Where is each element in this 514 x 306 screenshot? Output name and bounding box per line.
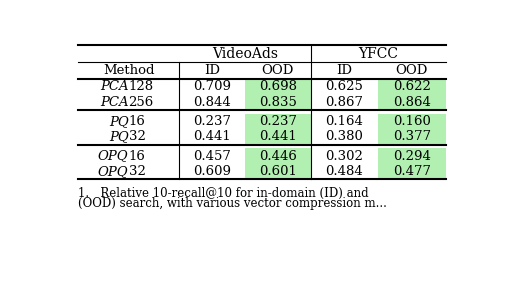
Text: 0.160: 0.160 [393, 115, 431, 128]
Text: 32: 32 [128, 165, 145, 178]
Text: 0.844: 0.844 [193, 96, 231, 109]
Text: 0.377: 0.377 [393, 130, 431, 143]
Bar [245, 79, 310, 95]
Text: 0.237: 0.237 [259, 115, 297, 128]
Text: OOD: OOD [396, 64, 428, 77]
Bar [245, 164, 310, 179]
Text: 16: 16 [128, 115, 145, 128]
Text: 0.867: 0.867 [325, 96, 363, 109]
Text: 0.164: 0.164 [325, 115, 363, 128]
Text: VideoAds: VideoAds [212, 47, 278, 61]
Text: PCA: PCA [100, 96, 128, 109]
Text: PQ: PQ [109, 115, 128, 128]
Text: 0.441: 0.441 [193, 130, 231, 143]
Bar [245, 114, 310, 129]
Bar [245, 148, 310, 164]
Text: 0.625: 0.625 [325, 80, 363, 93]
Text: Method: Method [103, 64, 154, 77]
Text: 0.441: 0.441 [259, 130, 297, 143]
Bar [378, 114, 446, 129]
Bar [378, 79, 446, 95]
Text: 0.864: 0.864 [393, 96, 431, 109]
Text: 0.709: 0.709 [193, 80, 231, 93]
Text: 16: 16 [128, 150, 145, 162]
Text: PQ: PQ [109, 130, 128, 143]
Text: ID: ID [336, 64, 353, 77]
Text: 0.294: 0.294 [393, 150, 431, 162]
Bar [245, 95, 310, 110]
Text: 0.446: 0.446 [259, 150, 297, 162]
Text: OOD: OOD [262, 64, 294, 77]
Text: ID: ID [204, 64, 220, 77]
Text: 0.477: 0.477 [393, 165, 431, 178]
Text: 0.601: 0.601 [259, 165, 297, 178]
Text: 0.302: 0.302 [325, 150, 363, 162]
Bar [245, 129, 310, 144]
Text: YFCC: YFCC [358, 47, 398, 61]
Text: PCA: PCA [100, 80, 128, 93]
Bar [378, 148, 446, 164]
Text: 0.457: 0.457 [193, 150, 231, 162]
Text: 0.835: 0.835 [259, 96, 297, 109]
Bar [378, 95, 446, 110]
Text: 0.380: 0.380 [325, 130, 363, 143]
Bar [378, 164, 446, 179]
Text: 0.237: 0.237 [193, 115, 231, 128]
Text: 1.   Relative 10-recall@10 for in-domain (ID) and: 1. Relative 10-recall@10 for in-domain (… [78, 187, 369, 200]
Text: 0.484: 0.484 [325, 165, 363, 178]
Text: OPQ: OPQ [98, 165, 128, 178]
Text: 128: 128 [128, 80, 154, 93]
Text: OPQ: OPQ [98, 150, 128, 162]
Text: 0.609: 0.609 [193, 165, 231, 178]
Text: 32: 32 [128, 130, 145, 143]
Text: 0.622: 0.622 [393, 80, 431, 93]
Text: 0.698: 0.698 [259, 80, 297, 93]
Text: (OOD) search, with various vector compression m...: (OOD) search, with various vector compre… [78, 197, 387, 210]
Bar [378, 129, 446, 144]
Text: 256: 256 [128, 96, 154, 109]
